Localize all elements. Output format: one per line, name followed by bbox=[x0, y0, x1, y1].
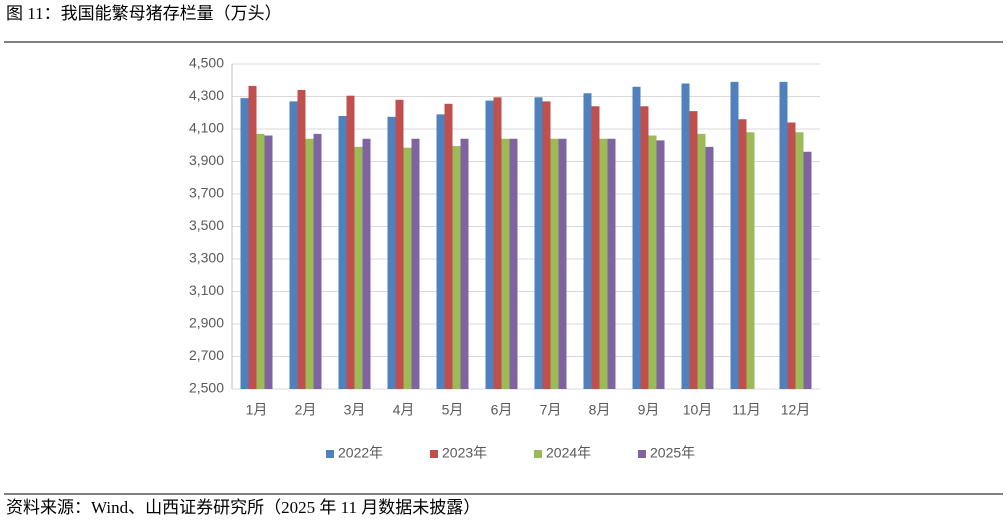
bar bbox=[705, 146, 714, 389]
bar bbox=[795, 132, 804, 389]
source-note: 资料来源：Wind、山西证券研究所（2025 年 11 月数据未披露） bbox=[6, 498, 480, 517]
y-tick-label: 3,100 bbox=[189, 282, 224, 298]
x-tick-label: 3月 bbox=[344, 402, 366, 418]
legend-swatch bbox=[326, 450, 334, 458]
bar bbox=[305, 138, 314, 389]
bar bbox=[485, 100, 494, 389]
bar bbox=[550, 138, 559, 389]
chart-title: 图 11：我国能繁母猪存栏量（万头） bbox=[6, 4, 282, 23]
x-tick-label: 2月 bbox=[295, 402, 317, 418]
x-tick-label: 8月 bbox=[589, 402, 611, 418]
bar bbox=[493, 97, 502, 389]
legend-label: 2025年 bbox=[650, 445, 695, 461]
y-tick-label: 4,300 bbox=[189, 87, 224, 103]
bar bbox=[640, 106, 649, 389]
bar bbox=[509, 138, 518, 389]
bar bbox=[779, 81, 788, 389]
bar bbox=[313, 133, 322, 389]
bar bbox=[583, 93, 592, 389]
bar bbox=[746, 132, 755, 389]
x-tick-label: 4月 bbox=[393, 402, 415, 418]
bar bbox=[656, 140, 665, 389]
y-tick-label: 3,900 bbox=[189, 152, 224, 168]
bar bbox=[534, 97, 543, 389]
bar bbox=[338, 116, 347, 389]
bar bbox=[248, 85, 257, 389]
bar bbox=[452, 146, 461, 389]
x-tick-label: 6月 bbox=[491, 402, 513, 418]
bar bbox=[501, 138, 510, 389]
x-tick-label: 9月 bbox=[638, 402, 660, 418]
bar bbox=[542, 101, 551, 389]
bar bbox=[558, 138, 567, 389]
bar bbox=[681, 83, 690, 389]
legend-label: 2023年 bbox=[442, 445, 487, 461]
bar bbox=[591, 106, 600, 389]
bar bbox=[648, 135, 657, 389]
bar bbox=[607, 138, 616, 389]
x-tick-label: 1月 bbox=[246, 402, 268, 418]
bar bbox=[354, 146, 363, 389]
bar bbox=[738, 119, 747, 389]
bar bbox=[460, 138, 469, 389]
x-tick-label: 5月 bbox=[442, 402, 464, 418]
x-tick-label: 10月 bbox=[683, 402, 713, 418]
bar bbox=[240, 98, 249, 389]
y-tick-label: 4,100 bbox=[189, 120, 224, 136]
bar bbox=[697, 133, 706, 389]
y-tick-label: 3,500 bbox=[189, 217, 224, 233]
bar bbox=[395, 99, 404, 389]
bar bbox=[599, 138, 608, 389]
x-tick-label: 11月 bbox=[732, 402, 761, 418]
bar bbox=[436, 114, 445, 389]
bar bbox=[689, 111, 698, 389]
bar bbox=[346, 95, 355, 389]
legend-label: 2024年 bbox=[546, 445, 591, 461]
y-tick-label: 3,700 bbox=[189, 185, 224, 201]
bar bbox=[632, 86, 641, 389]
legend-swatch bbox=[638, 450, 646, 458]
x-tick-label: 7月 bbox=[540, 402, 562, 418]
y-tick-label: 2,900 bbox=[189, 315, 224, 331]
bar bbox=[411, 138, 420, 389]
y-tick-label: 2,700 bbox=[189, 347, 224, 363]
legend-swatch bbox=[430, 450, 438, 458]
y-tick-label: 3,300 bbox=[189, 250, 224, 266]
bar bbox=[387, 116, 396, 389]
bar bbox=[264, 135, 273, 389]
legend-label: 2022年 bbox=[338, 445, 383, 461]
bar bbox=[730, 81, 739, 389]
bar bbox=[403, 147, 412, 389]
bar bbox=[444, 103, 453, 389]
y-tick-label: 2,500 bbox=[189, 380, 224, 396]
bar bbox=[787, 122, 796, 389]
y-tick-label: 4,500 bbox=[189, 55, 224, 71]
bar bbox=[256, 133, 265, 389]
bar bbox=[803, 151, 812, 389]
x-tick-label: 12月 bbox=[781, 402, 811, 418]
bar bbox=[362, 138, 371, 389]
bar bbox=[289, 101, 298, 389]
bar bbox=[297, 90, 306, 389]
legend-swatch bbox=[534, 450, 542, 458]
